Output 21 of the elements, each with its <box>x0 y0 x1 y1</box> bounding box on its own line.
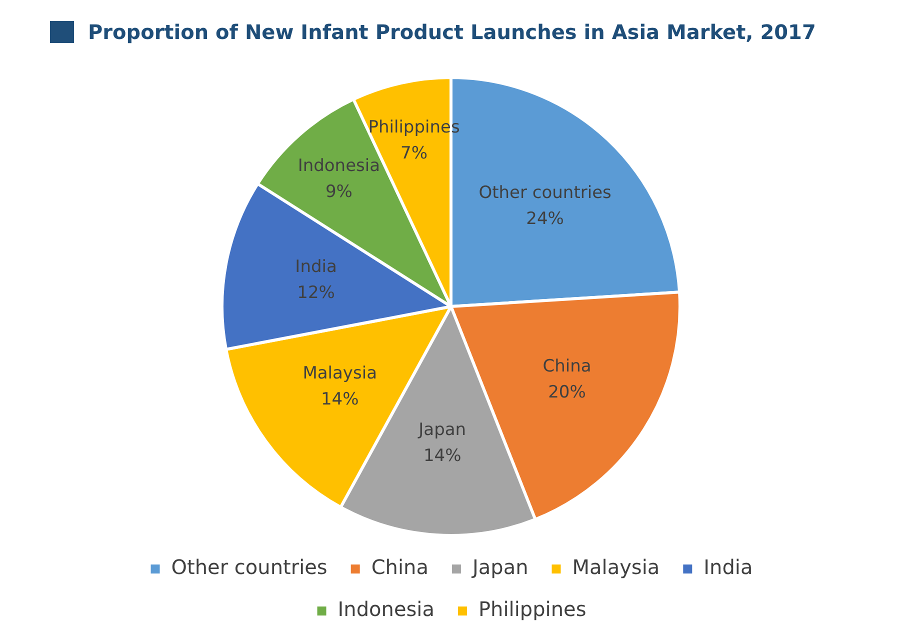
legend-label: Malaysia <box>572 555 660 580</box>
data-label: 9% <box>325 182 352 202</box>
data-label: 24% <box>526 208 564 229</box>
legend-label: Philippines <box>478 597 586 622</box>
legend-label: China <box>371 555 428 580</box>
slice-label: India <box>295 257 337 278</box>
chart-title: Proportion of New Infant Product Launches in Asia Market, 2017 <box>88 20 816 44</box>
slice-label: Malaysia <box>302 364 377 384</box>
data-label: 20% <box>548 382 586 403</box>
slice-label: Indonesia <box>298 156 380 176</box>
legend-label: Other countries <box>171 555 328 580</box>
data-label: 12% <box>297 283 335 304</box>
data-label: 7% <box>400 144 428 164</box>
slice-label: China <box>542 356 592 377</box>
slice-label: Other countries <box>478 182 612 203</box>
legend-label: India <box>704 555 753 580</box>
legend-label: Indonesia <box>338 597 434 622</box>
data-label: 14% <box>423 446 462 466</box>
data-label: 14% <box>320 390 359 410</box>
legend-label: Japan <box>470 555 528 580</box>
slice-label: Japan <box>418 420 466 440</box>
